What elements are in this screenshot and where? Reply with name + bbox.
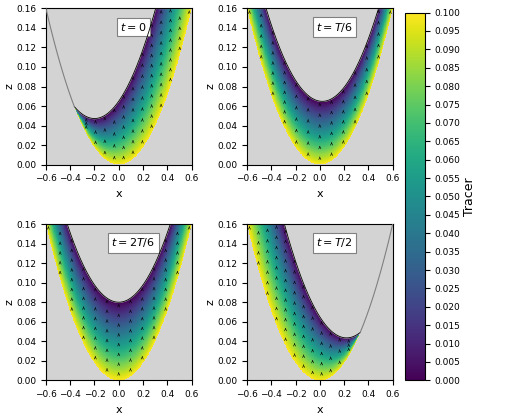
Y-axis label: z: z bbox=[205, 84, 215, 89]
Text: $t = T/6$: $t = T/6$ bbox=[316, 20, 352, 33]
Polygon shape bbox=[246, 8, 392, 101]
Polygon shape bbox=[74, 8, 191, 119]
Y-axis label: z: z bbox=[205, 299, 215, 305]
X-axis label: x: x bbox=[316, 189, 323, 199]
Y-axis label: Tracer: Tracer bbox=[462, 177, 475, 216]
Text: $t = T/2$: $t = T/2$ bbox=[316, 236, 352, 249]
Polygon shape bbox=[246, 224, 359, 338]
Text: $t = 0$: $t = 0$ bbox=[120, 21, 146, 33]
Y-axis label: z: z bbox=[5, 299, 15, 305]
Text: $t = 2T/6$: $t = 2T/6$ bbox=[111, 236, 155, 249]
Polygon shape bbox=[359, 224, 392, 333]
Y-axis label: z: z bbox=[5, 84, 15, 89]
X-axis label: x: x bbox=[115, 405, 122, 415]
Polygon shape bbox=[46, 8, 74, 165]
Polygon shape bbox=[46, 224, 191, 302]
X-axis label: x: x bbox=[115, 189, 122, 199]
X-axis label: x: x bbox=[316, 405, 323, 415]
